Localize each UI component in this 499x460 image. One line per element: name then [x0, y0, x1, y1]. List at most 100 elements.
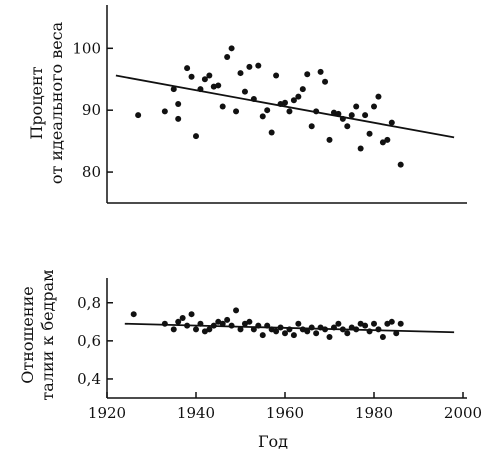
- weight-data-point: [344, 123, 351, 130]
- whr-y-title-line1: Отношение: [18, 286, 37, 383]
- weight-data-point: [353, 103, 360, 110]
- weight-data-point: [273, 72, 280, 79]
- weight-data-point: [371, 103, 377, 110]
- weight-y-title-line2: от идеального веса: [47, 21, 66, 184]
- weight-data-point: [348, 112, 355, 119]
- whr-data-point: [237, 326, 244, 333]
- whr-data-point: [397, 320, 404, 327]
- whr-data-point: [206, 326, 213, 333]
- weight-data-point: [286, 108, 293, 115]
- whr-data-point: [353, 326, 360, 333]
- weight-data-point: [317, 68, 324, 75]
- whr-data-point: [179, 315, 186, 321]
- whr-data-point: [286, 326, 293, 333]
- weight-y-title-line1: Процент: [27, 66, 46, 139]
- weight-data-point: [375, 93, 382, 100]
- whr-data-point: [322, 326, 329, 333]
- whr-data-point: [308, 324, 315, 331]
- whr-x-tick-label: 1980: [355, 404, 393, 422]
- whr-data-point: [388, 318, 395, 325]
- whr-data-point: [193, 326, 199, 333]
- weight-panel: 80 90 100 Процент от идеального веса: [27, 5, 467, 204]
- weight-data-point: [215, 82, 222, 89]
- whr-x-tick-label: 1960: [266, 404, 304, 422]
- whr-y-tick-label: 0,4: [77, 370, 101, 388]
- weight-data-point: [362, 112, 369, 119]
- whr-data-point: [366, 328, 373, 335]
- weight-data-point: [357, 145, 364, 152]
- whr-data-point: [335, 320, 342, 327]
- weight-data-point: [366, 130, 373, 137]
- weight-data-point: [170, 86, 177, 93]
- weight-data-point: [255, 62, 262, 69]
- weight-y-tick-label: 90: [82, 101, 101, 119]
- weight-y-tick-label: 80: [82, 163, 101, 181]
- weight-data-point: [384, 136, 391, 143]
- weight-data-point: [250, 96, 257, 103]
- weight-data-point: [304, 71, 311, 78]
- whr-x-tick-label: 1940: [177, 404, 215, 422]
- weight-data-point: [388, 119, 395, 126]
- whr-data-point: [188, 311, 195, 318]
- whr-data-point: [250, 326, 257, 333]
- whr-data-point: [264, 322, 271, 329]
- weight-data-point: [237, 70, 244, 77]
- whr-data-point: [175, 318, 182, 325]
- whr-data-point: [339, 326, 346, 333]
- weight-data-point: [197, 86, 204, 93]
- weight-data-point: [308, 123, 315, 130]
- whr-data-point: [313, 330, 320, 337]
- whr-data-point: [326, 334, 333, 341]
- whr-data-point: [255, 322, 262, 329]
- whr-data-point: [282, 330, 288, 337]
- weight-data-point: [282, 99, 288, 106]
- weight-data-point: [175, 101, 182, 107]
- waist-hip-panel: 0,4 0,6 0,8 1920 1940 1960 1980 2000 Год Отношени…: [18, 269, 482, 451]
- weight-data-point: [135, 112, 142, 119]
- whr-data-point: [233, 307, 240, 314]
- weight-data-point: [295, 93, 302, 100]
- weight-data-point: [188, 73, 195, 80]
- weight-data-point: [299, 86, 306, 93]
- weight-data-point: [206, 72, 213, 79]
- weight-data-point: [184, 65, 191, 72]
- whr-data-point: [304, 328, 311, 335]
- weight-data-point: [246, 63, 253, 70]
- weight-data-point: [313, 108, 320, 115]
- whr-data-point: [228, 322, 235, 329]
- weight-data-point: [161, 108, 168, 115]
- weight-data-point: [326, 136, 333, 143]
- weight-data-point: [193, 133, 199, 140]
- whr-data-point: [273, 328, 280, 335]
- weight-data-point: [335, 110, 342, 117]
- whr-data-point: [170, 326, 177, 333]
- whr-y-tick-label: 0,8: [77, 294, 101, 312]
- weight-data-point: [228, 45, 235, 52]
- weight-data-point: [241, 88, 248, 95]
- whr-data-point: [224, 316, 231, 323]
- whr-data-point: [330, 324, 337, 331]
- whr-data-point: [210, 322, 217, 329]
- weight-data-point: [264, 107, 271, 114]
- whr-data-point: [219, 320, 226, 327]
- weight-data-point: [224, 53, 231, 60]
- weight-data-point: [201, 76, 208, 83]
- whr-data-point: [197, 320, 204, 327]
- weight-data-point: [397, 161, 404, 168]
- whr-data-point: [259, 332, 266, 339]
- weight-data-point: [175, 115, 182, 122]
- weight-data-point: [268, 129, 275, 136]
- whr-data-point: [161, 320, 168, 327]
- weight-y-tick-label: 100: [72, 39, 101, 57]
- x-axis-title: Год: [258, 432, 288, 451]
- whr-data-point: [362, 322, 369, 329]
- whr-data-point: [130, 311, 137, 318]
- weight-trend-line: [115, 74, 455, 139]
- whr-data-point: [277, 324, 284, 331]
- whr-data-point: [295, 320, 302, 327]
- whr-x-tick-label: 1920: [88, 404, 126, 422]
- whr-data-point: [344, 330, 351, 337]
- weight-data-point: [219, 103, 226, 110]
- whr-data-point: [246, 318, 253, 325]
